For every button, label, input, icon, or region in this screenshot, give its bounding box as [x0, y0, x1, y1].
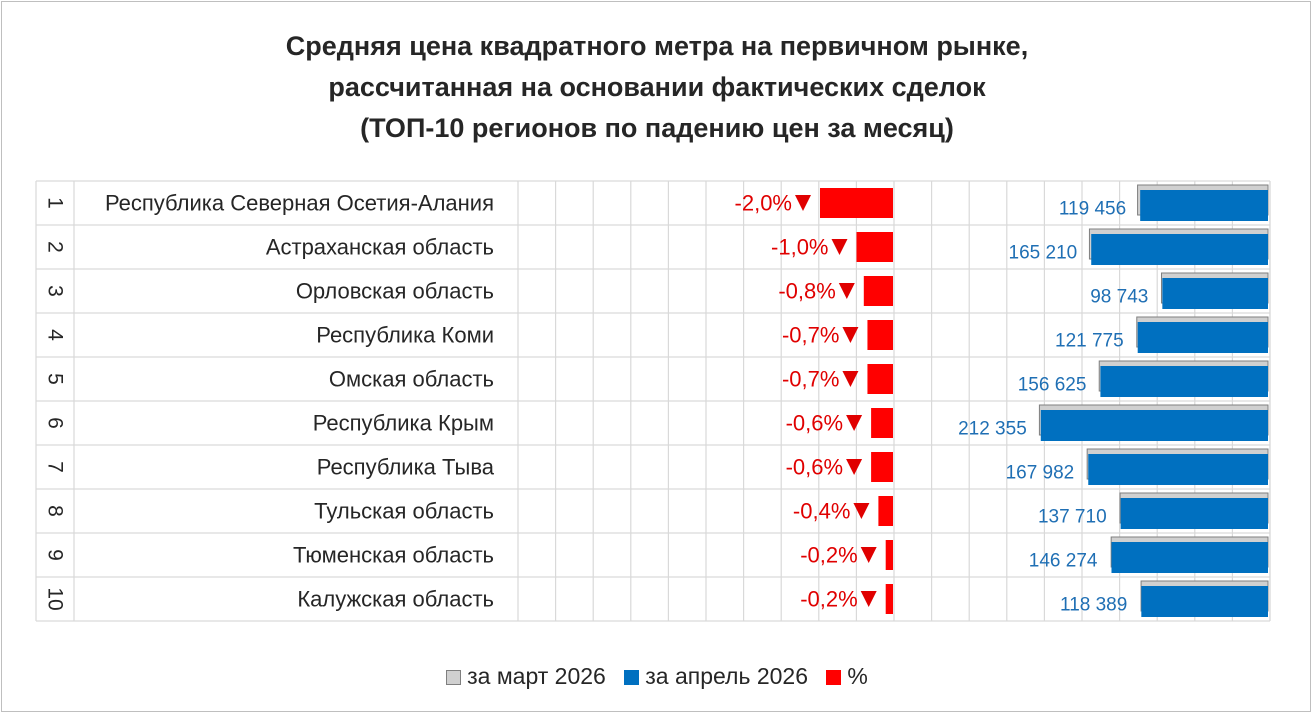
- april-bar: [1040, 410, 1268, 441]
- legend-item-april: за апрель 2026: [624, 661, 808, 691]
- percent-label: -0,2%: [800, 543, 857, 568]
- down-triangle-icon: [842, 371, 859, 387]
- percent-bar: [878, 496, 893, 526]
- rank-label: 3: [44, 285, 67, 297]
- chart-title-line-3: (ТОП-10 регионов по падению цен за месяц…: [360, 113, 954, 143]
- category-label: Республика Крым: [313, 411, 494, 436]
- april-bar: [1100, 366, 1268, 397]
- down-triangle-icon: [853, 503, 870, 519]
- legend-label-march: за март 2026: [467, 663, 606, 689]
- category-label: Тюменская область: [293, 543, 494, 568]
- category-label: Тульская область: [314, 499, 494, 524]
- category-label: Орловская область: [296, 279, 494, 304]
- chart-legend: за март 2026 за апрель 2026 %: [0, 661, 1314, 691]
- april-value-label: 121 775: [1055, 331, 1124, 352]
- percent-label: -0,7%: [782, 367, 839, 392]
- percent-label: -0,8%: [778, 279, 835, 304]
- rank-label: 9: [44, 549, 67, 561]
- april-bar: [1137, 322, 1268, 353]
- april-value-label: 118 389: [1060, 595, 1127, 616]
- rank-label: 6: [44, 417, 67, 429]
- category-label: Калужская область: [297, 587, 494, 612]
- down-triangle-icon: [795, 195, 811, 211]
- april-value-label: 212 355: [958, 419, 1027, 440]
- chart-title: Средняя цена квадратного метра на первич…: [0, 26, 1314, 149]
- chart-title-line-1: Средняя цена квадратного метра на первич…: [285, 31, 1029, 61]
- rank-label: 7: [44, 461, 67, 473]
- category-label: Астраханская область: [266, 235, 494, 260]
- rank-label: 5: [44, 373, 67, 385]
- rank-label: 8: [44, 505, 67, 517]
- percent-bar: [885, 584, 893, 614]
- april-bar: [1162, 278, 1268, 309]
- april-value-label: 156 625: [1018, 375, 1087, 396]
- down-triangle-icon: [860, 547, 877, 563]
- down-triangle-icon: [842, 327, 859, 343]
- percent-bar: [856, 232, 893, 262]
- percent-bar: [871, 408, 893, 438]
- down-triangle-icon: [846, 415, 863, 431]
- percent-label: -0,4%: [793, 499, 850, 524]
- april-bar: [1140, 190, 1268, 221]
- legend-swatch-april: [624, 670, 640, 685]
- percent-label: -0,6%: [786, 455, 843, 480]
- legend-swatch-march: [446, 670, 462, 685]
- percent-bar: [885, 540, 893, 570]
- april-bar: [1091, 234, 1268, 265]
- april-value-label: 167 982: [1006, 463, 1075, 484]
- april-bar: [1111, 542, 1268, 573]
- april-bar: [1141, 586, 1268, 617]
- percent-bar: [820, 188, 893, 218]
- percent-label: -1,0%: [771, 235, 828, 260]
- chart-title-line-2: рассчитанная на основании фактических сд…: [328, 72, 986, 102]
- percent-bar: [871, 452, 893, 482]
- down-triangle-icon: [838, 283, 855, 299]
- down-triangle-icon: [846, 459, 863, 475]
- category-label: Республика Тыва: [317, 455, 495, 480]
- april-bar: [1120, 498, 1268, 529]
- april-value-label: 119 456: [1059, 199, 1126, 220]
- percent-bar: [867, 364, 893, 394]
- april-value-label: 146 274: [1029, 551, 1098, 572]
- percent-bar: [863, 276, 893, 306]
- legend-item-march: за март 2026: [446, 661, 606, 691]
- april-bar: [1088, 454, 1268, 485]
- percent-bar: [867, 320, 893, 350]
- chart-grid: [35, 180, 1271, 622]
- legend-label-percent: %: [847, 663, 868, 689]
- april-value-label: 98 743: [1090, 287, 1148, 308]
- rank-label: 2: [44, 241, 67, 253]
- category-label: Республика Северная Осетия-Алания: [105, 191, 494, 216]
- percent-label: -2,0%: [735, 191, 792, 216]
- percent-label: -0,7%: [782, 323, 839, 348]
- rank-label: 10: [44, 587, 67, 610]
- down-triangle-icon: [831, 239, 848, 255]
- category-label: Республика Коми: [316, 323, 494, 348]
- april-value-label: 165 210: [1009, 243, 1078, 264]
- percent-label: -0,6%: [786, 411, 843, 436]
- legend-item-percent: %: [826, 661, 868, 691]
- category-label: Омская область: [329, 367, 494, 392]
- down-triangle-icon: [860, 591, 877, 607]
- legend-swatch-percent: [826, 670, 842, 685]
- april-value-label: 137 710: [1038, 507, 1107, 528]
- rank-label: 1: [44, 197, 67, 209]
- legend-label-april: за апрель 2026: [645, 663, 809, 689]
- percent-label: -0,2%: [800, 587, 857, 612]
- rank-label: 4: [44, 329, 67, 341]
